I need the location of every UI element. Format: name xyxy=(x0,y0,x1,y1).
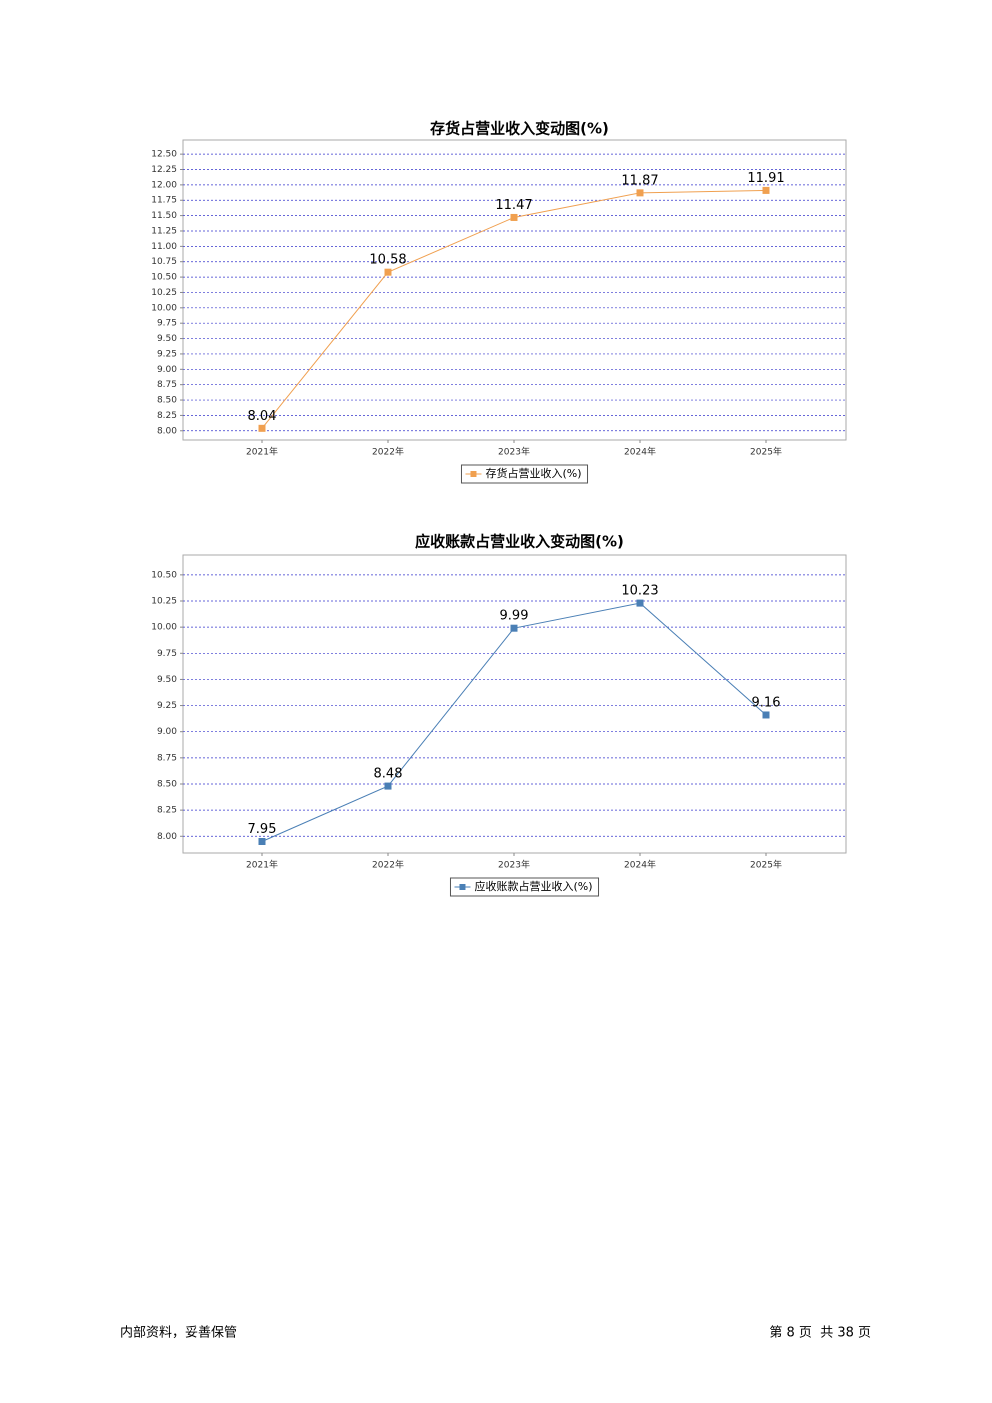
data-point xyxy=(762,711,770,719)
y-tick-label: 12.25 xyxy=(151,165,177,175)
footer-right: 第 8 页 共 38 页 xyxy=(769,1326,871,1341)
data-label: 8.48 xyxy=(374,767,403,782)
y-tick-label: 9.00 xyxy=(157,727,177,737)
legend-marker xyxy=(470,471,477,477)
x-tick-label: 2022年 xyxy=(372,446,404,458)
data-point xyxy=(762,186,770,194)
y-tick-label: 12.50 xyxy=(151,150,177,160)
x-tick-label: 2021年 xyxy=(246,859,278,871)
legend-label: 存货占营业收入(%) xyxy=(485,466,581,480)
data-label: 11.47 xyxy=(495,198,532,213)
data-label: 8.04 xyxy=(248,409,277,424)
data-label: 11.91 xyxy=(747,171,784,186)
y-tick-label: 9.50 xyxy=(157,334,177,344)
legend: 存货占营业收入(%) xyxy=(460,464,589,484)
x-tick-label: 2023年 xyxy=(498,859,530,871)
legend-marker xyxy=(459,884,466,890)
data-point xyxy=(510,213,518,221)
x-tick-label: 2025年 xyxy=(750,859,782,871)
data-point xyxy=(384,782,392,790)
data-point xyxy=(384,268,392,276)
y-tick-label: 10.00 xyxy=(151,303,177,313)
y-tick-label: 9.75 xyxy=(157,649,177,659)
y-tick-label: 9.25 xyxy=(157,701,177,711)
y-tick-label: 9.25 xyxy=(157,349,177,359)
x-tick-label: 2025年 xyxy=(750,446,782,458)
y-tick-label: 10.25 xyxy=(151,288,177,298)
data-label: 9.99 xyxy=(500,609,529,624)
chart-title: 应收账款占营业收入变动图(%) xyxy=(415,533,624,551)
legend-box xyxy=(449,877,600,897)
y-tick-label: 11.75 xyxy=(151,196,177,206)
y-tick-label: 9.50 xyxy=(157,675,177,685)
footer-left: 内部资料，妥善保管 xyxy=(120,1325,237,1341)
y-tick-label: 8.75 xyxy=(157,380,177,390)
y-tick-label: 10.00 xyxy=(151,623,177,633)
x-tick-label: 2024年 xyxy=(624,446,656,458)
x-tick-label: 2021年 xyxy=(246,446,278,458)
legend: 应收账款占营业收入(%) xyxy=(449,877,600,897)
y-tick-label: 10.25 xyxy=(151,597,177,607)
y-tick-label: 11.25 xyxy=(151,226,177,236)
data-label: 10.23 xyxy=(621,584,658,599)
chart-title: 存货占营业收入变动图(%) xyxy=(430,120,609,138)
data-label: 9.16 xyxy=(752,695,781,710)
legend-box xyxy=(460,464,589,484)
data-point xyxy=(510,624,518,632)
y-tick-label: 11.00 xyxy=(151,242,177,252)
data-label: 10.58 xyxy=(369,253,406,268)
data-label: 7.95 xyxy=(248,822,277,837)
x-tick-label: 2024年 xyxy=(624,859,656,871)
y-tick-label: 10.75 xyxy=(151,257,177,267)
data-point xyxy=(258,424,266,432)
y-tick-label: 8.50 xyxy=(157,396,177,406)
data-point xyxy=(636,189,644,197)
y-tick-label: 8.00 xyxy=(157,426,177,436)
y-tick-label: 8.50 xyxy=(157,779,177,789)
y-tick-label: 12.00 xyxy=(151,180,177,190)
y-tick-label: 8.75 xyxy=(157,753,177,763)
x-tick-label: 2022年 xyxy=(372,859,404,871)
y-tick-label: 8.00 xyxy=(157,832,177,842)
y-tick-label: 8.25 xyxy=(157,806,177,816)
data-label: 11.87 xyxy=(621,173,658,188)
y-tick-label: 9.75 xyxy=(157,319,177,329)
y-tick-label: 9.00 xyxy=(157,365,177,375)
legend-label: 应收账款占营业收入(%) xyxy=(474,879,592,893)
y-tick-label: 10.50 xyxy=(151,570,177,580)
data-point xyxy=(636,599,644,607)
data-point xyxy=(258,837,266,845)
plot-area xyxy=(182,554,847,854)
y-tick-label: 10.50 xyxy=(151,273,177,283)
y-tick-label: 8.25 xyxy=(157,411,177,421)
y-tick-label: 11.50 xyxy=(151,211,177,221)
x-tick-label: 2023年 xyxy=(498,446,530,458)
